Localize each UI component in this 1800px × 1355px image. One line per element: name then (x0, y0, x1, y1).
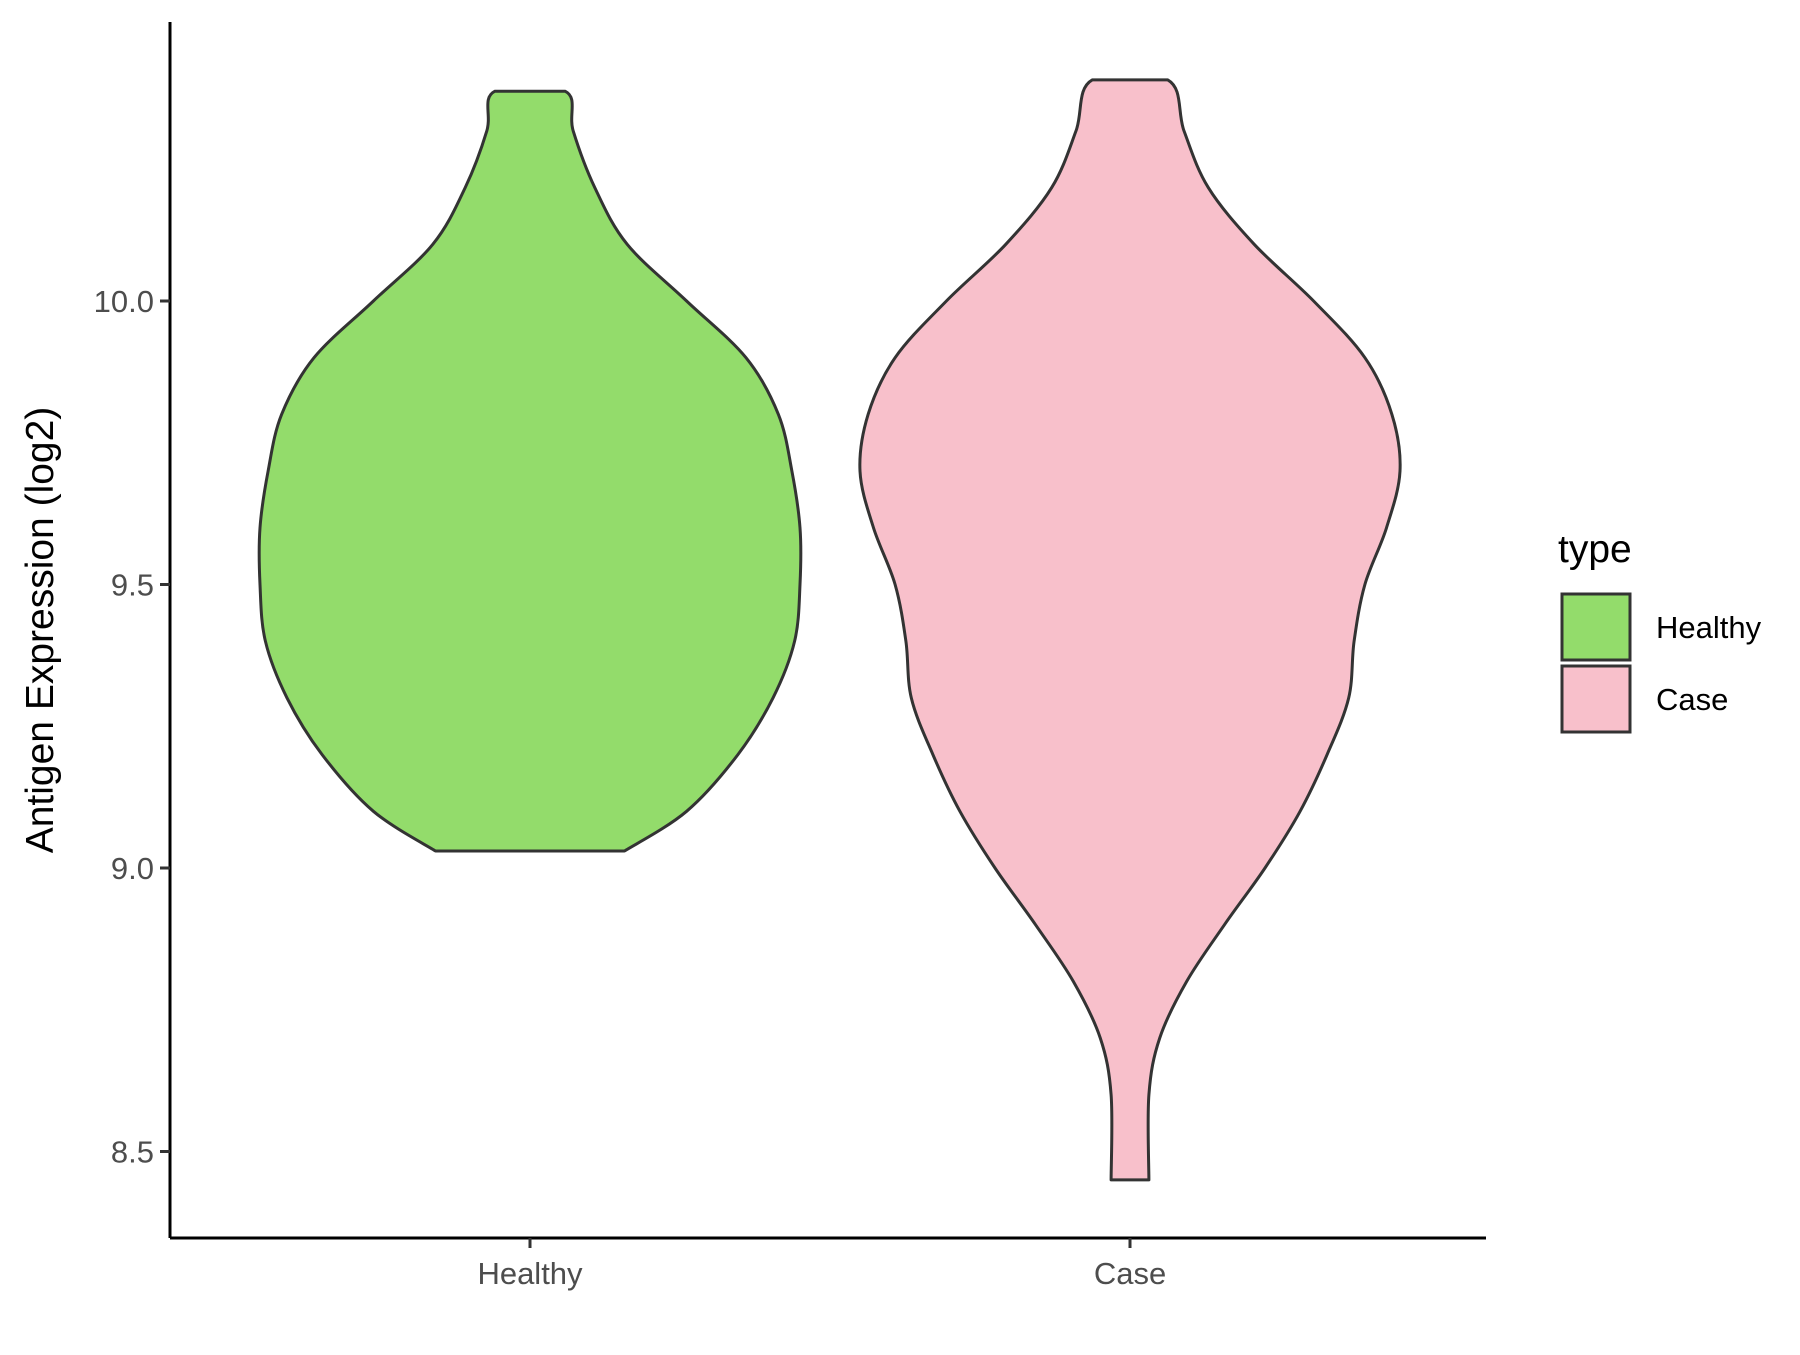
legend-title: type (1558, 528, 1632, 571)
y-tick-label: 10.0 (94, 284, 154, 319)
legend-swatch-case (1560, 664, 1632, 734)
violin-healthy (257, 89, 803, 853)
legend-swatch-healthy (1560, 592, 1632, 662)
x-tick-layer: Healthy Case (477, 1238, 1166, 1291)
x-tick-label: Healthy (477, 1256, 583, 1291)
legend-label-case: Case (1656, 682, 1728, 717)
y-tick-label: 9.5 (111, 568, 154, 603)
y-tick-layer: 8.5 9.0 9.5 10.0 (94, 284, 170, 1170)
violin-case (858, 78, 1402, 1182)
y-tick-label: 8.5 (111, 1135, 154, 1170)
legend-entries: Healthy Case (1560, 592, 1762, 734)
y-tick-label: 9.0 (111, 851, 154, 886)
axes-layer (168, 22, 1486, 1240)
legend-label-healthy: Healthy (1656, 610, 1762, 645)
legend: type Healthy Case (1558, 528, 1762, 734)
violin-layer (257, 78, 1402, 1182)
y-axis-title: Antigen Expression (log2) (19, 407, 62, 854)
x-tick-label: Case (1094, 1256, 1166, 1291)
